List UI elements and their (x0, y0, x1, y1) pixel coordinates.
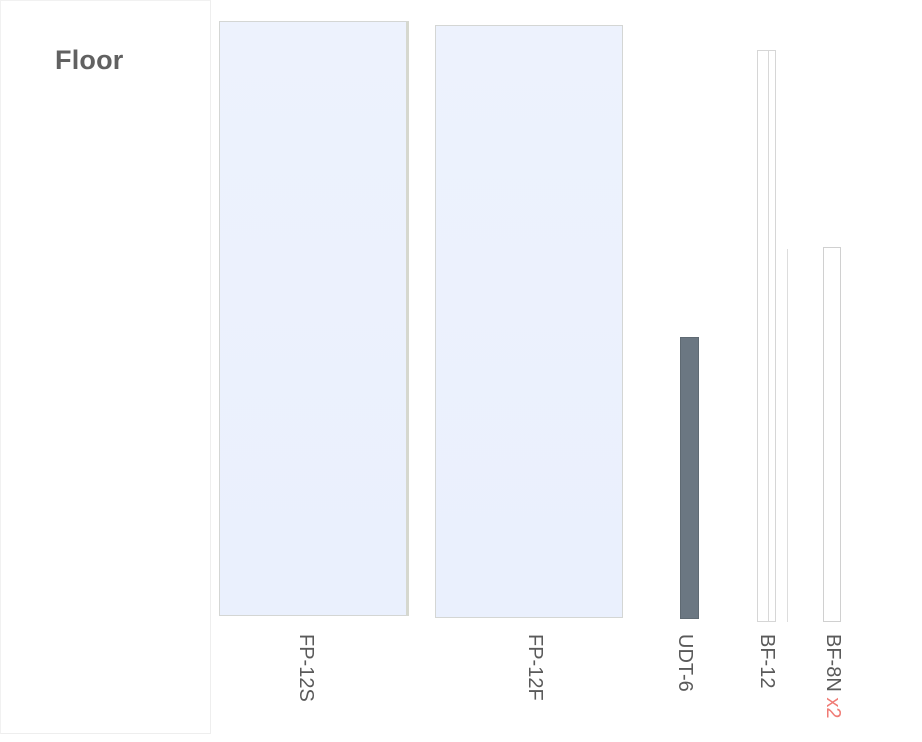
item-label-udt-6: UDT-6 (674, 634, 696, 692)
item-fp-12s[interactable] (219, 21, 409, 616)
item-bf-12[interactable] (757, 50, 776, 622)
item-udt-6[interactable] (680, 337, 699, 619)
item-label-bf-8n-text: BF-8N (822, 634, 844, 692)
section-panel: Floor (0, 0, 211, 734)
item-label-bf-12: BF-12 (756, 634, 778, 689)
item-bf-8n[interactable] (823, 247, 841, 622)
item-fp-12f[interactable] (435, 25, 623, 618)
item-label-bf-8n: BF-8N x2 (822, 634, 844, 719)
section-title: Floor (55, 45, 124, 75)
quantity-badge: x2 (822, 697, 844, 719)
item-bf-12-edge (787, 249, 788, 622)
item-label-fp-12s: FP-12S (295, 634, 317, 702)
item-label-fp-12f: FP-12F (524, 634, 546, 701)
